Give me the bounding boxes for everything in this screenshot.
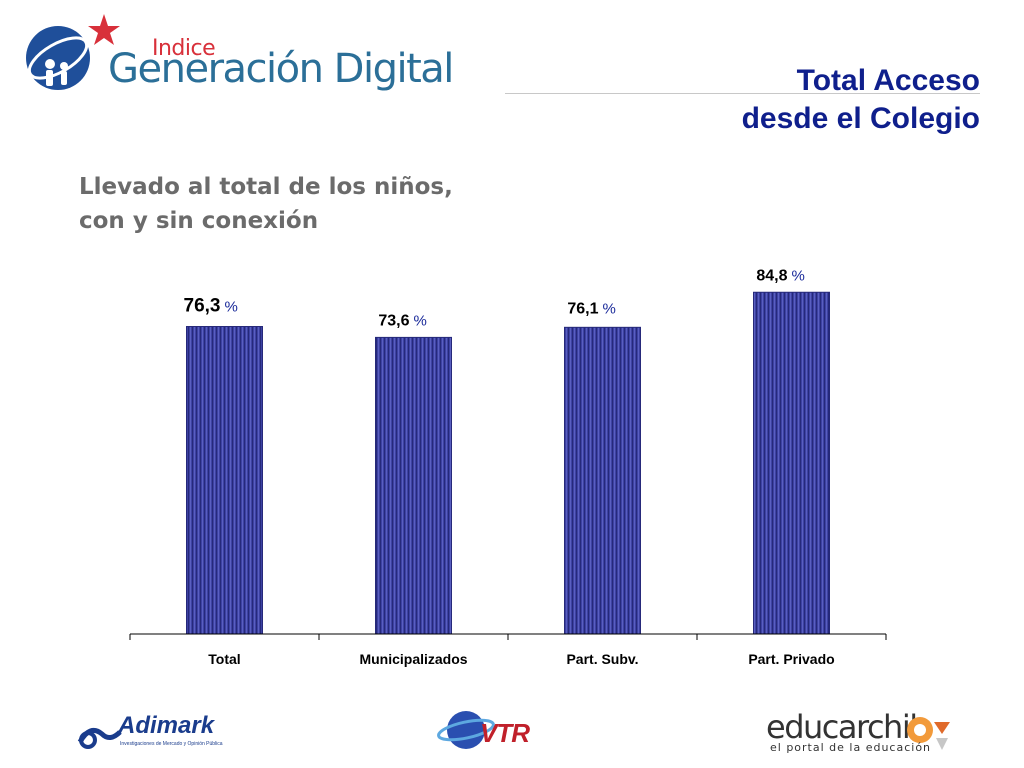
bar-municipalizados (375, 336, 452, 635)
header-divider (505, 93, 980, 94)
data-label: 76,1 (567, 300, 598, 317)
vtr-name: VTR (480, 718, 530, 748)
logo-generacion-digital-text: Generación Digital (108, 46, 454, 92)
bar-part-subv- (564, 326, 641, 635)
slide-title-line1: Total Acceso (796, 64, 980, 97)
data-label: 84,8 (756, 267, 787, 284)
data-label-unit: % (792, 267, 805, 284)
data-label: 73,6 (378, 312, 409, 329)
slide-subtitle: Llevado al total de los niños, con y sin… (79, 170, 453, 238)
generacion-digital-logo (22, 12, 462, 102)
slide-title-line2: desde el Colegio (741, 102, 980, 135)
labels-group: Total 76,3 % Municipalizados 73,6 % Part. Subv… (184, 267, 835, 667)
x-axis (129, 633, 887, 640)
data-label-unit: % (225, 299, 238, 316)
globe-logo-icon (26, 14, 120, 90)
educarchile-tagline: el portal de la educación (770, 741, 932, 754)
data-label-unit: % (603, 300, 616, 317)
adimark-logo (77, 727, 122, 749)
bar-total (186, 326, 263, 635)
adimark-name: Adimark (118, 712, 215, 739)
data-label: 76,3 (184, 296, 221, 317)
educarchile-name-a: educar (766, 708, 868, 746)
x-tick-label: Part. Subv. (566, 651, 638, 667)
bars-group (186, 291, 830, 635)
vtr-globe-icon (437, 711, 495, 749)
slide-subtitle-line1: Llevado al total de los niños, (79, 174, 453, 200)
x-tick-label: Total (208, 651, 240, 667)
x-tick-label: Part. Privado (748, 651, 834, 667)
logo-indice-text: Indice (152, 36, 216, 61)
data-label-unit: % (414, 312, 427, 329)
educarchile-e-icon (907, 717, 950, 750)
adimark-tagline: Investigaciones de Mercado y Opinión Púb… (120, 741, 223, 747)
slide-title: Total Acceso desde el Colegio (742, 62, 980, 138)
slide-subtitle-line2: con y sin conexión (79, 208, 319, 234)
x-tick-label: Municipalizados (359, 651, 467, 667)
bar-part-privado (753, 291, 830, 635)
